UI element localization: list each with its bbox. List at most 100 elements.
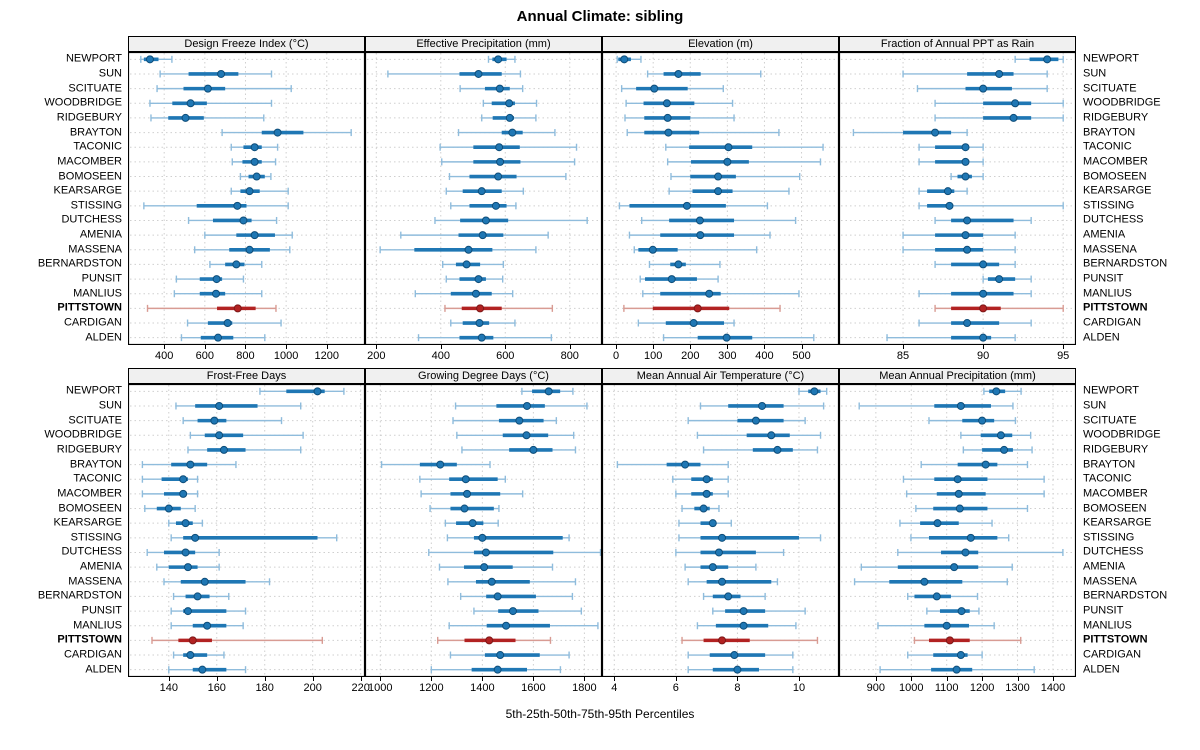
range-amenia: [628, 231, 771, 240]
station-labels-left: NEWPORT SUN SCITUATE WOODBRIDGE RIDGEBURY BRA…: [0, 36, 128, 345]
station-label-taconic: TACONIC: [1083, 140, 1132, 153]
range-taconic: [672, 475, 729, 484]
x-tick-label: 1000: [899, 682, 924, 694]
station-label-woodbridge: WOODBRIDGE: [44, 96, 122, 109]
x-tick-label: 200: [303, 682, 322, 694]
x-tick-mark: [1063, 345, 1065, 349]
station-label-cardigan: CARDIGAN: [63, 648, 122, 661]
range-alden: [886, 333, 1016, 342]
range-woodbridge: [149, 99, 273, 108]
range-scituate: [459, 84, 524, 93]
station-label-woodbridge: WOODBRIDGE: [1083, 96, 1161, 109]
range-taconic: [918, 143, 984, 152]
range-manlius: [642, 289, 800, 298]
station-label-kearsarge: KEARSARGE: [53, 184, 122, 197]
range-punsit: [639, 275, 719, 284]
x-axis-mean-annual-air-temperature-c: 4 6 8 10: [602, 677, 839, 698]
range-bomoseen: [448, 172, 567, 181]
station-label-amenia: AMENIA: [1083, 560, 1126, 573]
range-bernardston: [648, 260, 721, 269]
range-alden: [417, 333, 553, 342]
panel-strip-fraction-of-annual-ppt-as-rain: Fraction of Annual PPT as Rain: [839, 36, 1076, 52]
x-tick-label: 1000: [273, 350, 299, 362]
range-bomoseen: [239, 172, 272, 181]
range-bomoseen: [681, 504, 720, 513]
x-tick-label: 1800: [572, 682, 597, 694]
x-tick-label: 220: [351, 682, 370, 694]
x-tick-label: 1300: [1005, 682, 1030, 694]
range-bomoseen: [915, 504, 1029, 513]
station-label-taconic: TACONIC: [73, 140, 122, 153]
x-tick-label: 180: [255, 682, 274, 694]
station-label-brayton: BRAYTON: [69, 458, 122, 471]
range-taconic: [419, 475, 507, 484]
panel-effective-precipitation-mm: Effective Precipitation (mm): [365, 36, 602, 345]
range-dutchess: [146, 548, 220, 557]
x-tick-label: 600: [496, 350, 515, 362]
range-woodbridge: [189, 431, 304, 440]
x-tick-mark: [286, 345, 288, 349]
x-tick-mark: [982, 677, 984, 681]
range-bomoseen: [950, 172, 984, 181]
station-label-ridgebury: RIDGEBURY: [56, 443, 122, 456]
panel-strip-effective-precipitation-mm: Effective Precipitation (mm): [365, 36, 602, 52]
range-scituate: [156, 84, 292, 93]
range-manlius: [877, 621, 995, 630]
range-cardigan: [449, 651, 570, 660]
range-stissing: [618, 201, 769, 210]
range-stissing: [678, 533, 822, 542]
station-label-punsit: PUNSIT: [81, 272, 122, 285]
range-manlius: [696, 621, 797, 630]
x-tick-label: 10: [792, 682, 806, 694]
x-axis-design-freeze-index-c: 400 600 800 1000 1200: [128, 345, 365, 366]
range-dutchess: [640, 216, 797, 225]
x-tick-mark: [801, 345, 803, 349]
station-label-massena: MASSENA: [1083, 575, 1137, 588]
range-brayton: [852, 128, 968, 137]
panel-canvas-mean-annual-air-temperature-c: [602, 384, 839, 677]
range-massena: [687, 577, 779, 586]
range-bernardston: [209, 260, 263, 269]
x-tick-mark: [431, 677, 433, 681]
range-dutchess: [897, 548, 1064, 557]
station-label-manlius: MANLIUS: [1083, 619, 1132, 632]
station-label-macomber: MACOMBER: [1083, 155, 1148, 168]
x-tick-label: 6: [672, 682, 679, 694]
tick-spacer-right: [1076, 345, 1200, 366]
range-bernardston: [702, 592, 766, 601]
panel-strip-mean-annual-air-temperature-c: Mean Annual Air Temperature (°C): [602, 368, 839, 384]
range-punsit: [445, 275, 504, 284]
range-bernardston: [172, 592, 230, 601]
x-tick-mark: [1017, 677, 1019, 681]
x-tick-mark: [216, 677, 218, 681]
range-stissing: [143, 201, 289, 210]
range-woodbridge: [934, 99, 1064, 108]
x-tick-mark: [675, 677, 677, 681]
x-tick-label: 200: [367, 350, 386, 362]
range-newport: [616, 55, 642, 64]
station-label-bomoseen: BOMOSEEN: [1083, 502, 1147, 515]
range-bomoseen: [429, 504, 500, 513]
range-woodbridge: [625, 99, 734, 108]
range-macomber: [231, 157, 277, 166]
station-label-woodbridge: WOODBRIDGE: [1083, 428, 1161, 441]
range-ridgebury: [702, 445, 819, 454]
x-tick-mark: [326, 345, 328, 349]
range-ridgebury: [150, 113, 265, 122]
range-dutchess: [934, 216, 1032, 225]
x-tick-label: 1200: [419, 682, 444, 694]
range-kearsarge: [168, 519, 204, 528]
station-label-stissing: STISSING: [1083, 199, 1135, 212]
panel-canvas-design-freeze-index-c: [128, 52, 365, 345]
x-tick-mark: [440, 345, 442, 349]
panel-strip-mean-annual-precipitation-mm: Mean Annual Precipitation (mm): [839, 368, 1076, 384]
axis-footnote: 5th-25th-50th-75th-95th Percentiles: [505, 707, 695, 721]
range-massena: [379, 245, 537, 254]
range-alden: [687, 665, 794, 674]
station-label-kearsarge: KEARSARGE: [1083, 184, 1152, 197]
range-ridgebury: [624, 113, 735, 122]
range-brayton: [457, 128, 556, 137]
station-label-massena: MASSENA: [68, 575, 122, 588]
range-scituate: [452, 416, 558, 425]
